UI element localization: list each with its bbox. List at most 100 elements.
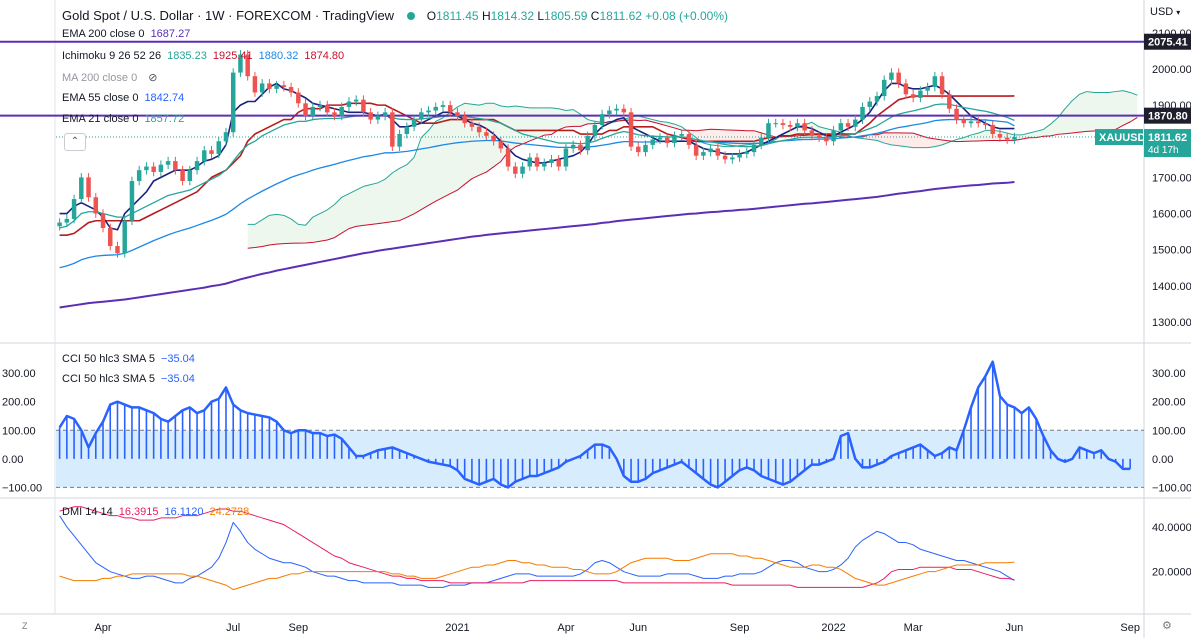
candle-body bbox=[773, 123, 778, 125]
ema55-line bbox=[59, 118, 1015, 269]
legend-ema21[interactable]: EMA 21 close 0 1857.72 bbox=[62, 113, 184, 125]
candle-body bbox=[592, 124, 598, 136]
legend-dmi[interactable]: DMI 14 14 16.3915 16.1120 24.2728 bbox=[62, 506, 249, 518]
price-tag-bg bbox=[1144, 33, 1191, 50]
dmi-layer bbox=[59, 506, 1015, 591]
time-tick-label: Jun bbox=[1006, 622, 1024, 634]
settings-gear-icon[interactable]: ⚙ bbox=[1162, 620, 1172, 632]
candle-body bbox=[455, 112, 460, 116]
ichimoku-cloud-segment bbox=[363, 184, 371, 226]
candle-body bbox=[549, 159, 554, 163]
candle-body bbox=[245, 54, 250, 77]
cci-layer bbox=[58, 360, 1131, 489]
candle-body bbox=[968, 121, 974, 124]
candle-body bbox=[484, 132, 489, 136]
legend-ma200-label: MA 200 close 0 bbox=[62, 72, 138, 84]
candle-body bbox=[368, 112, 373, 120]
candle-body bbox=[607, 110, 612, 115]
ichimoku-cloud-segment bbox=[587, 119, 595, 124]
legend-cci-2-value: −35.04 bbox=[160, 373, 195, 385]
candle-body bbox=[447, 105, 453, 113]
price-tick-label: 1600.00 bbox=[1152, 209, 1191, 221]
candle-body bbox=[708, 148, 713, 153]
ichimoku-cloud-segment bbox=[312, 213, 321, 243]
candle-body bbox=[100, 213, 106, 228]
candle-body bbox=[614, 108, 619, 111]
price-tick-label: 1700.00 bbox=[1152, 172, 1191, 184]
cci-tick-label-right: 100.00 bbox=[1152, 425, 1186, 437]
cci-tick-label-left: 100.00 bbox=[2, 425, 36, 437]
legend-cci-2[interactable]: CCI 50 hlc3 SMA 5 −35.04 bbox=[62, 373, 195, 385]
cci-tick-label-right: 300.00 bbox=[1152, 368, 1186, 380]
candle-body bbox=[187, 170, 193, 181]
candle-body bbox=[961, 119, 967, 124]
ichimoku-cloud-segment bbox=[1122, 90, 1131, 126]
price-tag-label: 2075.41 bbox=[1148, 37, 1188, 49]
candle-body bbox=[976, 121, 981, 124]
dmi-minus-di-line bbox=[59, 553, 1015, 591]
candle-body bbox=[216, 141, 221, 154]
symbol-title[interactable]: Gold Spot / U.S. Dollar · 1W · FOREXCOM … bbox=[62, 8, 395, 23]
candle-body bbox=[267, 83, 272, 89]
ichimoku-cloud-segment bbox=[269, 214, 277, 246]
ichimoku-cloud-segment bbox=[942, 139, 950, 145]
currency-selector[interactable]: USD ▾ bbox=[1150, 6, 1180, 18]
candle-body bbox=[650, 139, 655, 145]
candle-body bbox=[578, 144, 583, 151]
zoom-icon[interactable]: Z bbox=[22, 621, 28, 631]
candle-body bbox=[556, 159, 561, 167]
candle-body bbox=[259, 83, 265, 93]
candle-body bbox=[476, 126, 482, 133]
ichimoku-cloud-segment bbox=[421, 130, 429, 210]
candle-body bbox=[346, 101, 352, 107]
candle-body bbox=[115, 246, 120, 254]
candle-body bbox=[585, 135, 590, 151]
candle-body bbox=[751, 144, 757, 153]
ichimoku-cloud-layer bbox=[247, 90, 1138, 249]
time-tick-label: Apr bbox=[557, 622, 574, 634]
dmi-tick-label: 40.0000 bbox=[1152, 522, 1191, 534]
ichimoku-cloud-segment bbox=[934, 138, 943, 147]
legend-cci-1[interactable]: CCI 50 hlc3 SMA 5 −35.04 bbox=[62, 353, 195, 365]
candle-body bbox=[845, 123, 851, 127]
legend-ma200[interactable]: MA 200 close 0 ⊘ bbox=[62, 71, 158, 84]
candle-body bbox=[838, 123, 844, 131]
ichimoku-cloud-segment bbox=[406, 157, 415, 218]
candle-body bbox=[824, 137, 829, 142]
candle-body bbox=[903, 83, 909, 95]
collapse-legend-button[interactable]: ⌃ bbox=[64, 133, 86, 151]
candle-body bbox=[317, 105, 323, 107]
legend-ema200[interactable]: EMA 200 close 0 1687.27 bbox=[62, 28, 190, 40]
ichimoku-cloud-segment bbox=[283, 215, 292, 244]
ohlc-open: 1811.45 bbox=[436, 9, 479, 23]
time-tick-label: Sep bbox=[289, 622, 309, 634]
cci-tick-label-left: 0.00 bbox=[2, 454, 23, 466]
candle-body bbox=[180, 170, 185, 181]
legend-ema200-value: 1687.27 bbox=[150, 28, 191, 40]
ichimoku-cloud-segment bbox=[544, 107, 552, 136]
ohlc-high-label: H bbox=[481, 9, 491, 23]
ichimoku-cloud-segment bbox=[1072, 94, 1080, 134]
ohlc-change: +0.08 (+0.00%) bbox=[645, 9, 729, 23]
legend-dmi-value-2: 16.1120 bbox=[164, 506, 204, 518]
candle-body bbox=[513, 166, 518, 174]
ichimoku-cloud-segment bbox=[428, 121, 436, 206]
ichimoku-cloud-segment bbox=[247, 224, 255, 249]
chevron-down-icon: ▾ bbox=[1176, 8, 1181, 17]
ichimoku-cloud-segment bbox=[580, 114, 588, 127]
legend-ichimoku[interactable]: Ichimoku 9 26 52 26 1835.23 1925.41 1880.32… bbox=[62, 50, 344, 62]
candle-body bbox=[93, 197, 99, 214]
ichimoku-cloud-segment bbox=[522, 106, 530, 144]
eye-hidden-icon[interactable]: ⊘ bbox=[148, 72, 158, 84]
ichimoku-cloud-segment bbox=[493, 103, 501, 167]
legend-ema55[interactable]: EMA 55 close 0 1842.74 bbox=[62, 92, 184, 104]
candle-body bbox=[910, 94, 916, 98]
legend-ichimoku-value-4: 1874.80 bbox=[304, 50, 345, 62]
ichimoku-cloud-segment bbox=[356, 186, 364, 227]
dmi-adx-line bbox=[59, 506, 1015, 588]
ohlc-low-label: L bbox=[537, 9, 545, 23]
ichimoku-cloud-segment bbox=[1086, 91, 1094, 132]
ichimoku-cloud-segment bbox=[515, 106, 523, 147]
